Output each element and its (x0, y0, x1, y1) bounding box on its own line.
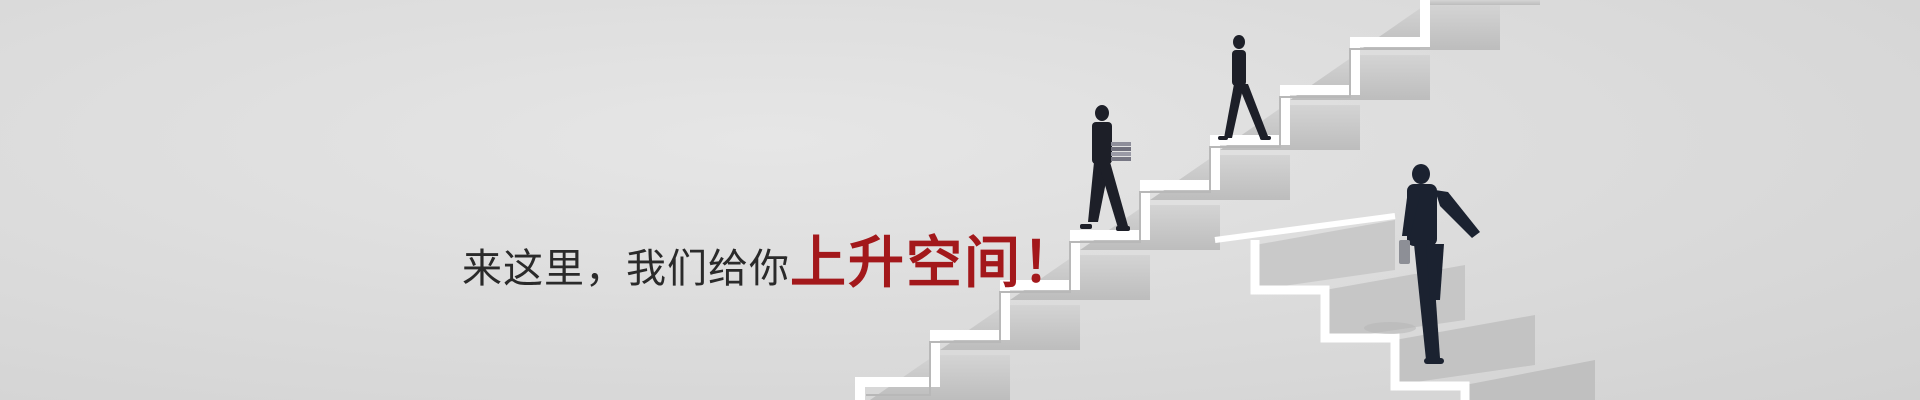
slogan-accent-text: 上升空间！ (790, 231, 1080, 296)
businesswoman-walking (1218, 35, 1271, 140)
main-staircase (855, 0, 1540, 400)
businessman-climbing (1364, 164, 1480, 364)
slogan-plain-text: 来这里，我们给你 (462, 246, 790, 292)
businessman-with-files (1080, 105, 1131, 231)
banner-slogan: 来这里，我们给你上升空间！ (462, 218, 1080, 299)
